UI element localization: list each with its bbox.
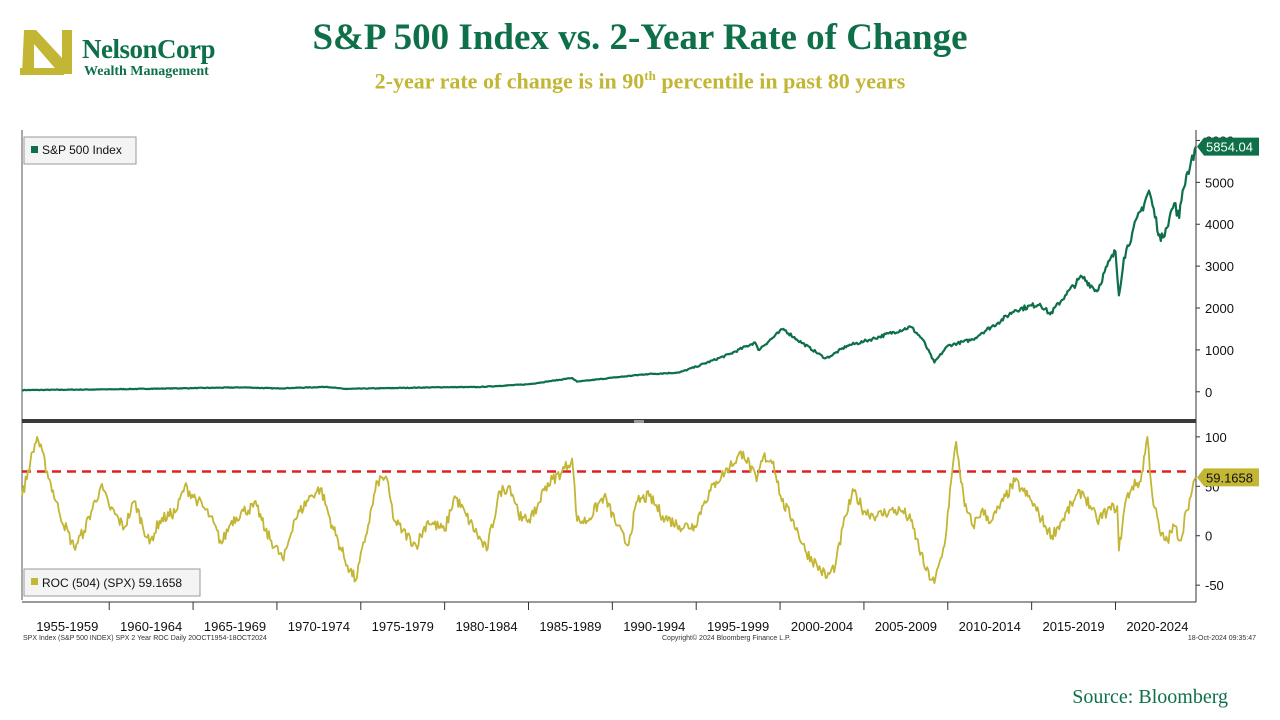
logo-name: NelsonCorp bbox=[82, 34, 216, 64]
spx-last-value: 5854.04 bbox=[1206, 140, 1253, 155]
spx-y-tick-label: 0 bbox=[1205, 385, 1212, 400]
roc-y-tick-label: 100 bbox=[1205, 430, 1227, 445]
chart-title: S&P 500 Index vs. 2-Year Rate of Change bbox=[312, 17, 968, 58]
x-category-label: 2010-2014 bbox=[959, 619, 1021, 634]
roc-legend: ROC (504) (SPX) 59.1658 bbox=[23, 568, 201, 597]
spx-legend: S&P 500 Index bbox=[23, 136, 137, 165]
nelsoncorp-logo: NelsonCorp Wealth Management bbox=[20, 24, 240, 84]
x-category-label: 1955-1959 bbox=[36, 619, 98, 634]
spx-y-tick-label: 1000 bbox=[1205, 343, 1234, 358]
roc-last-value: 59.1658 bbox=[1206, 470, 1253, 485]
footer-description: SPX Index (S&P 500 INDEX) SPX 2 Year ROC… bbox=[23, 635, 267, 642]
subtitle-text: 2-year rate of change is in 90 bbox=[374, 68, 645, 94]
logo-tagline: Wealth Management bbox=[84, 64, 209, 79]
footer-timestamp: 18-Oct-2024 09:35:47 bbox=[1187, 635, 1256, 642]
spx-legend-swatch bbox=[31, 146, 38, 153]
subtitle-text-end: percentile in past 80 years bbox=[655, 68, 906, 94]
x-category-label: 2000-2004 bbox=[791, 619, 853, 634]
spx-y-tick-label: 2000 bbox=[1205, 301, 1234, 316]
spx-last-value-tag: 5854.04 bbox=[1197, 137, 1259, 156]
x-category-label: 1965-1969 bbox=[204, 619, 266, 634]
x-category-label: 1985-1989 bbox=[539, 619, 601, 634]
x-category-label: 1960-1964 bbox=[120, 619, 182, 634]
chart-subtitle: 2-year rate of change is in 90th percent… bbox=[0, 68, 1280, 94]
roc-y-tick-label: -50 bbox=[1205, 578, 1224, 593]
x-category-label: 1975-1979 bbox=[372, 619, 434, 634]
spx-y-tick-label: 5000 bbox=[1205, 175, 1234, 190]
x-category-label: 1990-1994 bbox=[623, 619, 685, 634]
spx-y-tick-label: 4000 bbox=[1205, 217, 1234, 232]
roc-legend-label: ROC (504) (SPX) 59.1658 bbox=[42, 576, 182, 590]
subtitle-superscript: th bbox=[644, 68, 656, 83]
roc-last-value-tag: 59.1658 bbox=[1197, 468, 1259, 487]
roc-series-line bbox=[21, 436, 1197, 585]
x-category-label: 1980-1984 bbox=[455, 619, 517, 634]
spx-y-tick-label: 3000 bbox=[1205, 259, 1234, 274]
x-category-label: 2020-2024 bbox=[1126, 619, 1188, 634]
x-axis-categories: 1955-1959 1960-1964 1965-1969 1970-1974 1975… bbox=[36, 602, 1189, 634]
x-category-label: 1995-1999 bbox=[707, 619, 769, 634]
spx-legend-label: S&P 500 Index bbox=[42, 143, 122, 157]
x-category-label: 1970-1974 bbox=[288, 619, 350, 634]
footer-copyright: Copyright© 2024 Bloomberg Finance L.P. bbox=[662, 635, 791, 642]
x-category-label: 2015-2019 bbox=[1042, 619, 1104, 634]
spx-series-line bbox=[21, 146, 1197, 392]
nelsoncorp-n-logo-icon bbox=[20, 30, 72, 75]
spx-y-axis: 0100020003000400050006000 bbox=[1196, 133, 1234, 400]
x-category-label: 2005-2009 bbox=[875, 619, 937, 634]
roc-y-tick-label: 0 bbox=[1205, 529, 1212, 544]
roc-legend-swatch bbox=[31, 578, 38, 585]
divider-handle bbox=[634, 420, 644, 423]
source-credit: Source: Bloomberg bbox=[1072, 686, 1228, 708]
